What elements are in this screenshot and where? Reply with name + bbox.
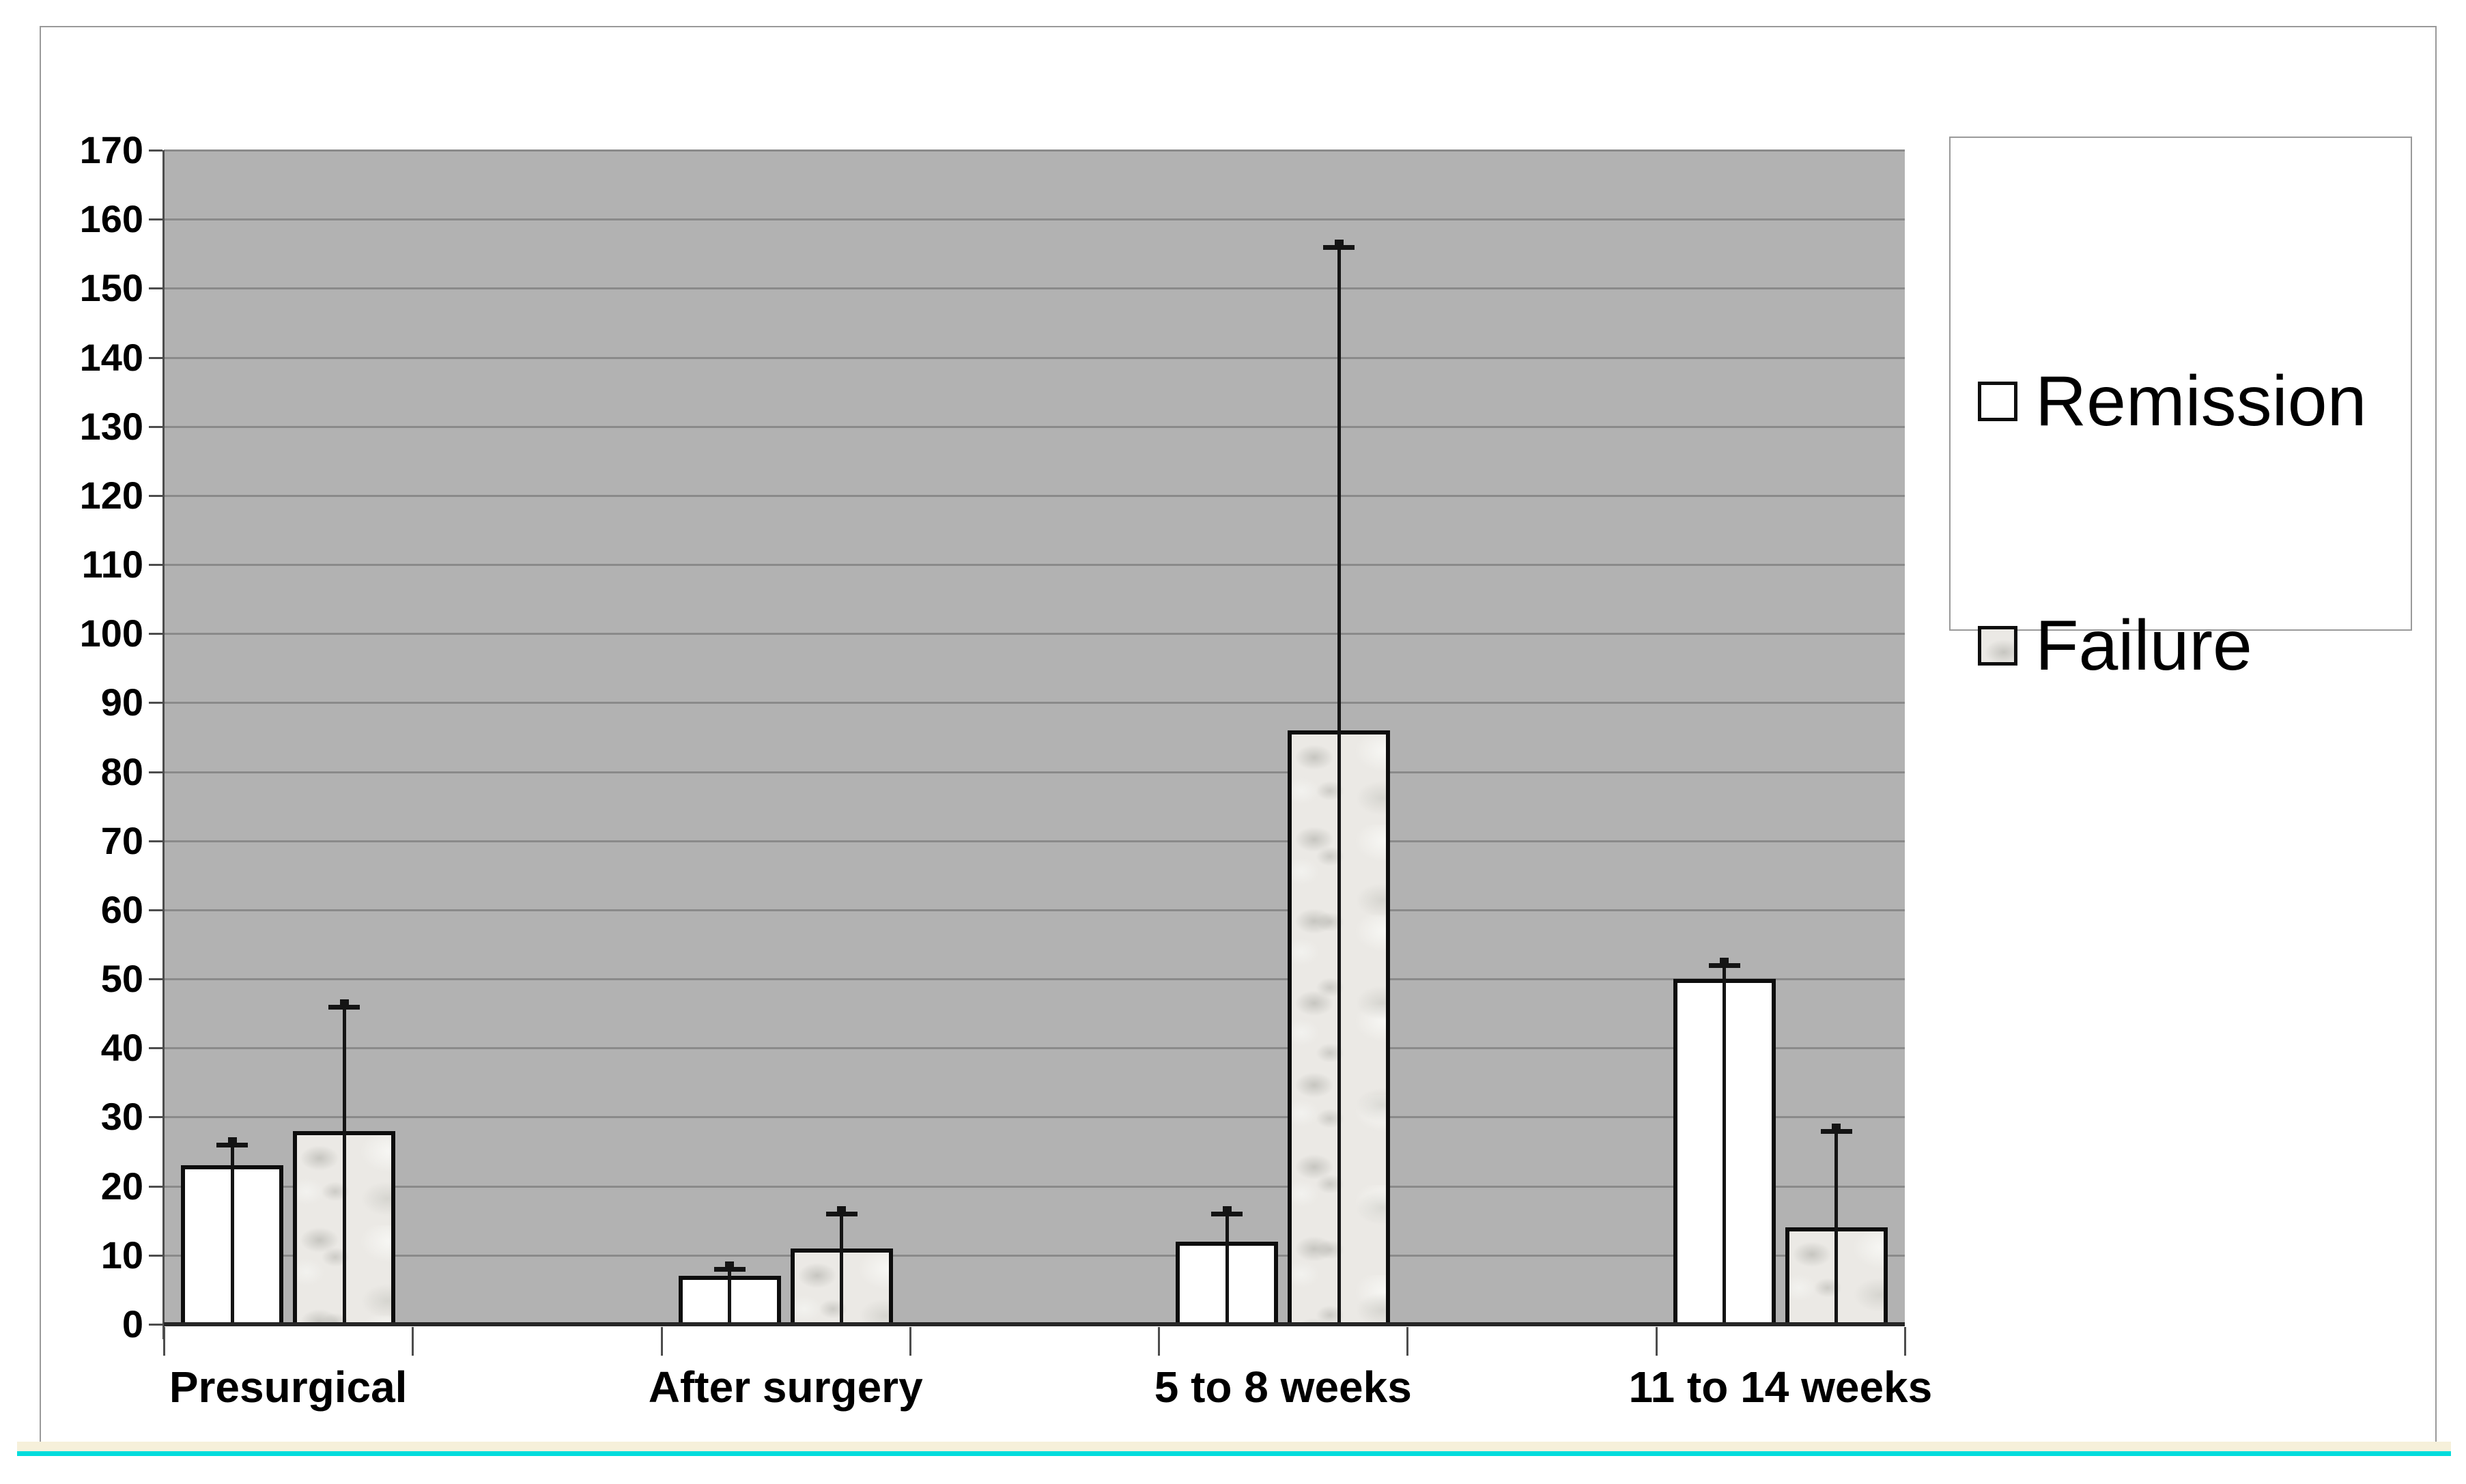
x-tick-6	[1655, 1327, 1658, 1356]
y-axis-tick-label: 160	[79, 197, 143, 241]
gridline-110	[164, 564, 1905, 567]
gridline-150	[164, 287, 1905, 290]
error-marker-failure-1	[837, 1206, 847, 1216]
error-marker-remission-0	[227, 1137, 237, 1146]
y-axis-tick-label: 90	[100, 681, 143, 724]
x-tick-0	[163, 1327, 165, 1356]
legend-label-failure: Failure	[2035, 606, 2252, 685]
y-axis-tick-label: 150	[79, 266, 143, 310]
gridline-10	[164, 1254, 1905, 1257]
gridline-100	[164, 633, 1905, 636]
y-tick-20	[149, 1185, 162, 1188]
remission-swatch-icon	[1978, 382, 2017, 421]
gridline-60	[164, 909, 1905, 911]
x-tick-3	[909, 1327, 911, 1356]
x-tick-5	[1406, 1327, 1409, 1356]
x-axis-category-label: 5 to 8 weeks	[1154, 1362, 1412, 1412]
gridline-30	[164, 1116, 1905, 1119]
y-tick-150	[149, 287, 162, 290]
y-axis-tick-label: 50	[100, 957, 143, 1001]
y-axis-tick-label: 110	[81, 543, 143, 586]
error-marker-remission-3	[1720, 957, 1729, 967]
error-marker-remission-1	[725, 1261, 735, 1271]
x-axis-baseline	[164, 1322, 1905, 1326]
y-tick-30	[149, 1116, 162, 1119]
gridline-140	[164, 356, 1905, 359]
y-tick-140	[149, 356, 162, 359]
error-bar-remission-3	[1723, 965, 1727, 1324]
x-tick-1	[412, 1327, 414, 1356]
error-bar-remission-1	[728, 1269, 732, 1324]
y-axis-tick-label: 130	[79, 404, 143, 448]
gridline-160	[164, 218, 1905, 221]
gridline-80	[164, 771, 1905, 773]
y-tick-50	[149, 978, 162, 981]
y-axis-tick-label: 40	[100, 1026, 143, 1070]
y-tick-10	[149, 1254, 162, 1257]
y-axis-tick-label: 70	[100, 818, 143, 862]
y-tick-80	[149, 771, 162, 773]
cream-strip	[17, 1442, 2451, 1451]
error-bar-failure-0	[342, 1006, 346, 1324]
cyan-accent-line	[17, 1451, 2451, 1456]
y-axis-line	[162, 150, 165, 1339]
y-axis-tick-label: 140	[79, 335, 143, 379]
failure-swatch-icon	[1978, 626, 2017, 666]
gridline-120	[164, 494, 1905, 497]
y-tick-90	[149, 702, 162, 704]
error-bar-failure-1	[840, 1214, 844, 1324]
y-axis-tick-label: 120	[79, 473, 143, 517]
y-axis-tick-label: 10	[100, 1233, 143, 1276]
legend-label-remission: Remission	[2035, 362, 2367, 441]
gridline-50	[164, 978, 1905, 981]
y-tick-120	[149, 494, 162, 497]
error-marker-failure-0	[339, 999, 349, 1008]
error-marker-failure-3	[1832, 1123, 1841, 1132]
error-bar-failure-2	[1337, 246, 1341, 1324]
legend-entry-remission: Remission	[1978, 366, 2366, 437]
y-tick-110	[149, 564, 162, 567]
y-tick-160	[149, 218, 162, 221]
gridline-170	[164, 149, 1905, 152]
frame-top	[40, 26, 2437, 27]
gridline-20	[164, 1185, 1905, 1188]
gridline-40	[164, 1047, 1905, 1050]
gridline-130	[164, 425, 1905, 428]
y-tick-0	[149, 1324, 162, 1326]
y-tick-130	[149, 425, 162, 428]
error-bar-remission-2	[1225, 1214, 1229, 1324]
y-tick-40	[149, 1047, 162, 1050]
y-axis-tick-label: 60	[100, 887, 143, 931]
gridline-90	[164, 702, 1905, 704]
y-tick-170	[149, 149, 162, 152]
y-axis-tick-label: 100	[79, 612, 143, 655]
y-axis-tick-label: 80	[100, 750, 143, 793]
legend-entry-failure: Failure	[1978, 610, 2252, 681]
gridline-70	[164, 840, 1905, 842]
y-tick-60	[149, 909, 162, 911]
x-tick-7	[1904, 1327, 1906, 1356]
x-axis-category-label: 11 to 14 weeks	[1628, 1362, 1933, 1412]
x-tick-2	[660, 1327, 663, 1356]
x-axis-category-label: Presurgical	[169, 1362, 408, 1412]
error-bar-remission-0	[230, 1144, 234, 1324]
plot-area	[164, 149, 1905, 1324]
y-tick-70	[149, 840, 162, 842]
y-axis-tick-label: 170	[79, 128, 143, 171]
y-axis-tick-label: 0	[122, 1302, 143, 1345]
y-axis-tick-label: 30	[100, 1095, 143, 1139]
frame-right	[2435, 26, 2437, 1442]
error-marker-failure-2	[1334, 239, 1344, 248]
error-bar-failure-3	[1834, 1130, 1839, 1324]
x-axis-category-label: After surgery	[648, 1362, 923, 1412]
y-axis-tick-label: 20	[100, 1164, 143, 1208]
x-tick-4	[1158, 1327, 1161, 1356]
legend: Remission Failure	[1949, 137, 2412, 681]
error-marker-remission-2	[1222, 1206, 1232, 1216]
frame-left	[40, 26, 41, 1442]
y-tick-100	[149, 633, 162, 636]
